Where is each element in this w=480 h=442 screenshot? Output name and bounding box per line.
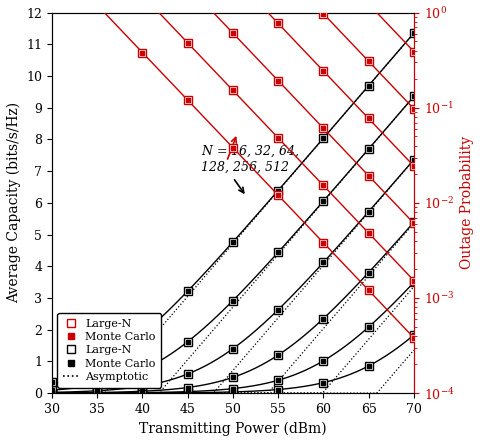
Y-axis label: Outage Probability: Outage Probability — [460, 136, 474, 270]
X-axis label: Transmitting Power (dBm): Transmitting Power (dBm) — [139, 421, 327, 436]
Y-axis label: Average Capacity (bits/s/Hz): Average Capacity (bits/s/Hz) — [6, 103, 21, 304]
Text: $N$ = 16, 32, 64,
128, 256, 512: $N$ = 16, 32, 64, 128, 256, 512 — [201, 144, 300, 174]
Legend: Large-N, Monte Carlo, Large-N, Monte Carlo, Asymptotic: Large-N, Monte Carlo, Large-N, Monte Car… — [58, 313, 161, 388]
